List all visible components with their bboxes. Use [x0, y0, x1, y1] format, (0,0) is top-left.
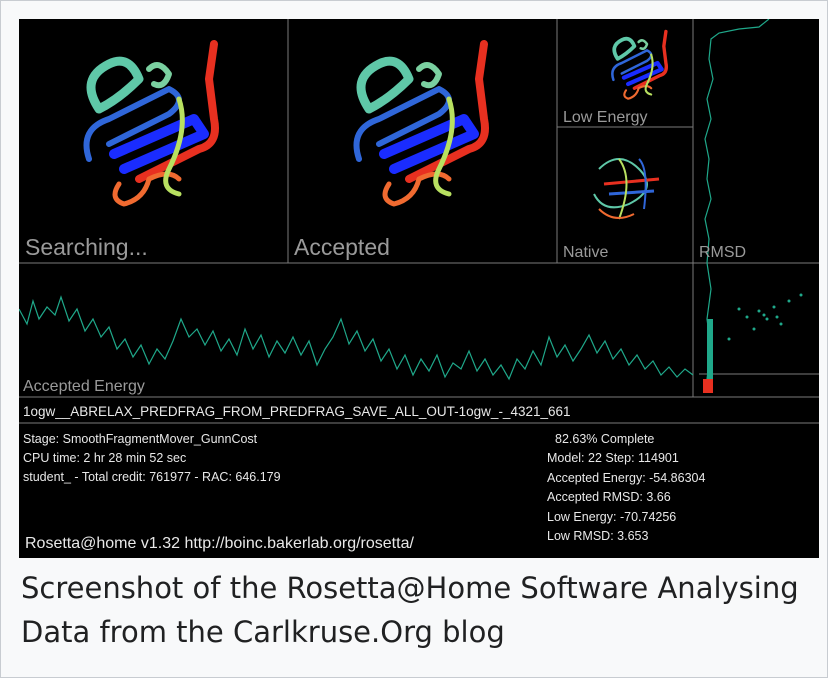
- status-line: Low Energy: -70.74256: [547, 510, 676, 524]
- status-line: 82.63% Complete: [555, 432, 654, 446]
- panel-label: Accepted: [294, 234, 390, 260]
- caption: Screenshot of the Rosetta@Home Software …: [21, 566, 821, 654]
- panel-label: Accepted Energy: [23, 378, 145, 395]
- panel-label: Searching...: [25, 234, 148, 260]
- status-line: CPU time: 2 hr 28 min 52 sec: [23, 451, 186, 465]
- footer: Rosetta@home v1.32 http://boinc.bakerlab…: [25, 535, 414, 552]
- status-line: Low RMSD: 3.653: [547, 529, 648, 543]
- status-line: Stage: SmoothFragmentMover_GunnCost: [23, 432, 258, 446]
- status-line: Accepted RMSD: 3.66: [547, 490, 671, 504]
- screenshot: Searching... Accepted Low Energy Native …: [19, 19, 819, 558]
- rmsd-low-marker: [703, 379, 713, 393]
- panel-label: Low Energy: [563, 109, 648, 126]
- panel-label: RMSD: [699, 244, 746, 261]
- status-line: Accepted Energy: -54.86304: [547, 471, 705, 485]
- status-line: student_ - Total credit: 761977 - RAC: 6…: [23, 470, 281, 484]
- status-line: Model: 22 Step: 114901: [547, 451, 679, 465]
- job-name: 1ogw__ABRELAX_PREDFRAG_FROM_PREDFRAG_SAV…: [23, 404, 571, 419]
- figure: Searching... Accepted Low Energy Native …: [0, 0, 828, 678]
- panel-label: Native: [563, 244, 608, 261]
